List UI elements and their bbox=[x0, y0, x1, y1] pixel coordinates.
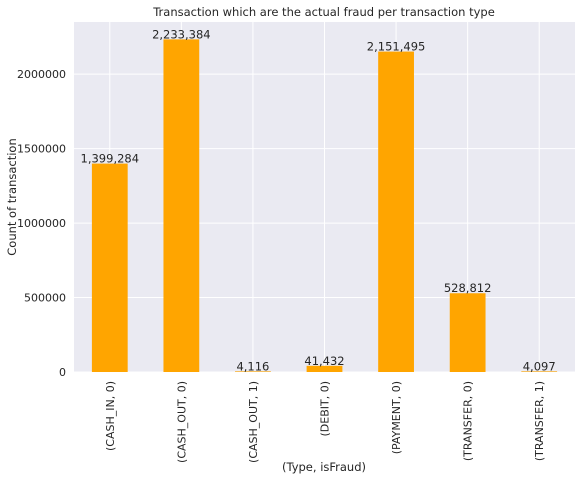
x-tick-label: (CASH_IN, 0) bbox=[104, 381, 117, 451]
x-tick-label: (DEBIT, 0) bbox=[319, 381, 332, 437]
chart-title: Transaction which are the actual fraud p… bbox=[152, 5, 495, 19]
bar bbox=[91, 163, 128, 372]
bar-data-label: 1,399,284 bbox=[81, 152, 140, 166]
y-axis-ticks: 0 500000 1000000 1500000 2000000 bbox=[17, 68, 66, 379]
bar bbox=[306, 365, 343, 372]
x-tick-label: (TRANSFER, 1) bbox=[533, 381, 546, 461]
y-tick-label: 0 bbox=[59, 366, 66, 379]
bar-data-label: 528,812 bbox=[444, 281, 492, 295]
bar bbox=[163, 39, 200, 372]
bar bbox=[235, 371, 271, 372]
y-tick-label: 2000000 bbox=[17, 68, 66, 81]
bar bbox=[521, 371, 558, 372]
y-tick-label: 1000000 bbox=[17, 217, 66, 230]
bars bbox=[91, 39, 558, 372]
bar bbox=[378, 51, 414, 372]
x-tick-label: (PAYMENT, 0) bbox=[390, 381, 403, 454]
y-axis-label: Count of transaction bbox=[5, 138, 19, 256]
bar-data-label: 4,116 bbox=[236, 359, 269, 373]
x-axis-ticks: (CASH_IN, 0) (CASH_OUT, 0) (CASH_OUT, 1) (D… bbox=[104, 381, 546, 463]
bar-data-label: 2,233,384 bbox=[152, 27, 211, 41]
y-tick-label: 500000 bbox=[24, 292, 66, 305]
x-tick-label: (TRANSFER, 0) bbox=[462, 381, 475, 461]
bar-data-label: 41,432 bbox=[304, 354, 344, 368]
x-axis-label: (Type, isFraud) bbox=[282, 460, 366, 474]
x-tick-label: (CASH_OUT, 0) bbox=[175, 381, 188, 463]
data-labels: 1,399,284 2,233,384 4,116 41,432 2,151,495 52… bbox=[81, 27, 556, 373]
bar-data-label: 2,151,495 bbox=[367, 40, 426, 54]
x-tick-label: (CASH_OUT, 1) bbox=[247, 381, 260, 463]
bar-data-label: 4,097 bbox=[523, 359, 556, 373]
y-tick-label: 1500000 bbox=[17, 143, 66, 156]
bar bbox=[449, 293, 486, 372]
